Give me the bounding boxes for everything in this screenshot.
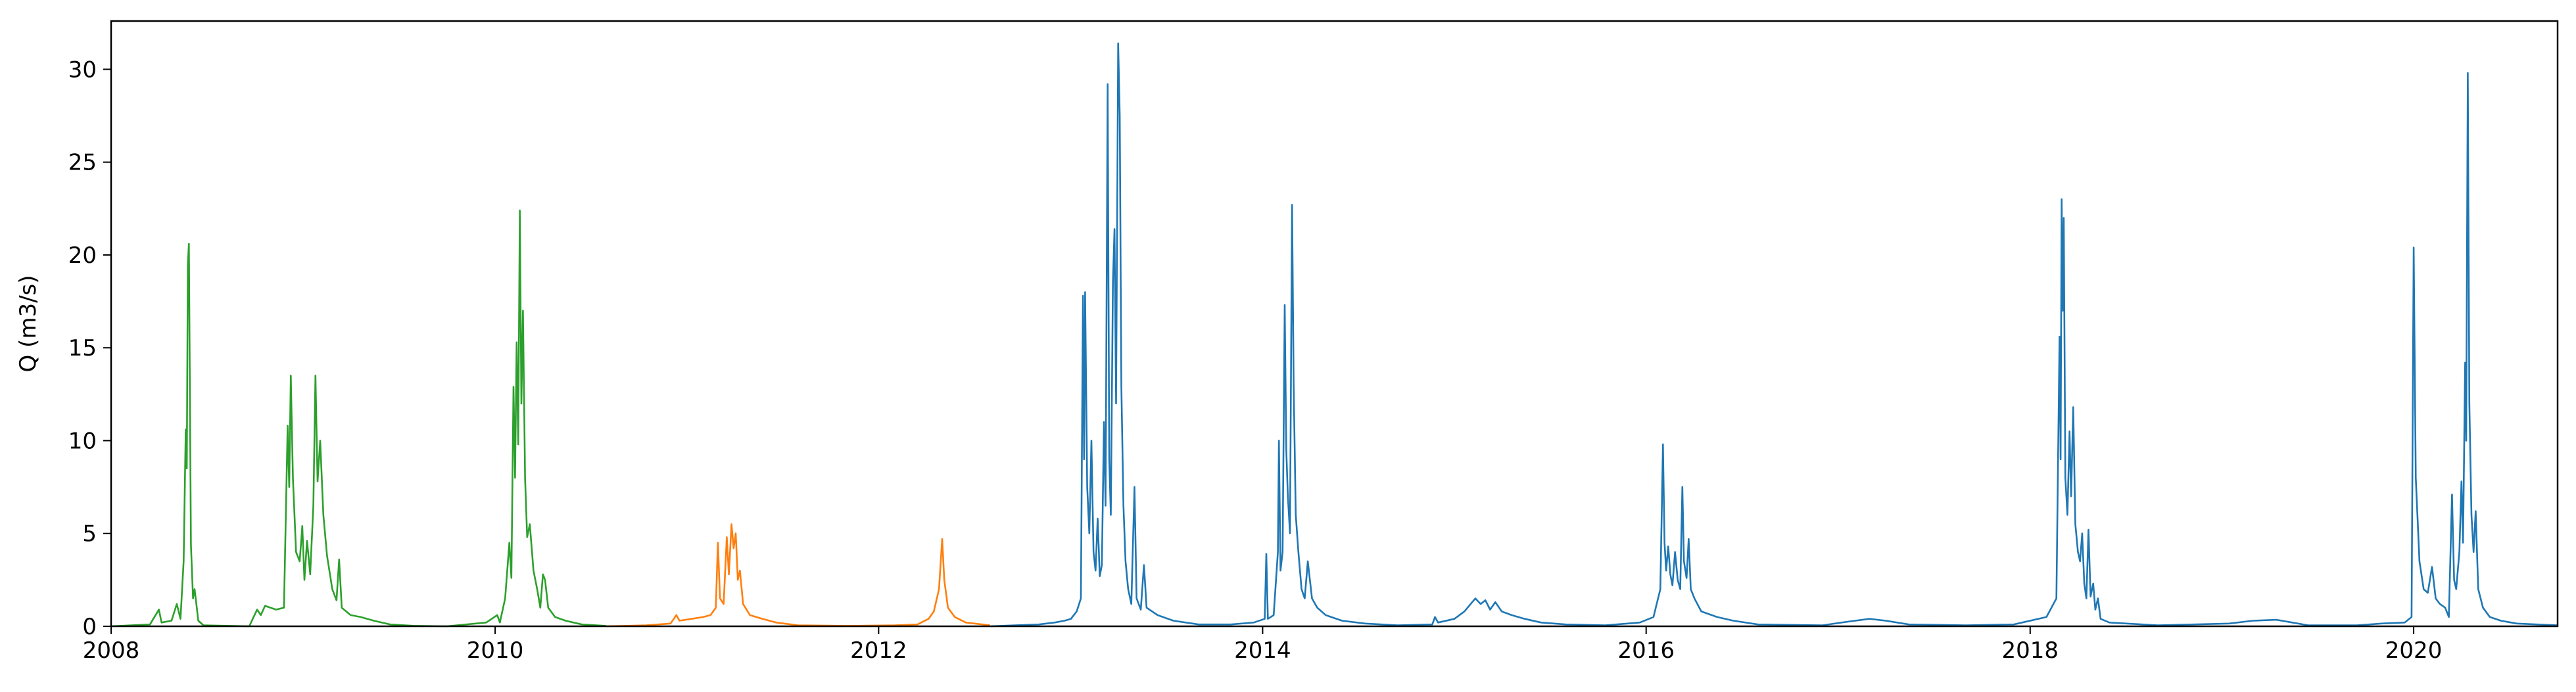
y-tick-label: 10 [68, 428, 97, 454]
y-tick-label: 20 [68, 242, 97, 269]
y-tick-label: 30 [68, 57, 97, 83]
x-tick-label: 2008 [83, 637, 140, 664]
x-tick-label: 2016 [1617, 637, 1675, 664]
series-line-3 [990, 42, 2558, 628]
series-line-1 [110, 209, 606, 628]
x-axis: 2008 2010 2012 2014 2016 2018 2020 [83, 626, 2443, 664]
x-tick-label: 2020 [2385, 637, 2443, 664]
y-tick-label: 25 [68, 150, 97, 176]
x-tick-label: 2012 [850, 637, 907, 664]
x-tick-label: 2010 [467, 637, 524, 664]
y-tick-label: 15 [68, 335, 97, 361]
x-tick-label: 2018 [2002, 637, 2059, 664]
y-tick-label: 5 [82, 521, 97, 547]
plot-frame [110, 20, 2559, 628]
series-layer [110, 42, 2558, 628]
series-line-2 [606, 523, 990, 628]
y-tick-label: 0 [82, 614, 97, 640]
y-axis: 0 5 10 15 20 25 30 [68, 57, 111, 640]
x-tick-label: 2014 [1234, 637, 1291, 664]
y-axis-label: Q (m3/s) [15, 275, 41, 372]
